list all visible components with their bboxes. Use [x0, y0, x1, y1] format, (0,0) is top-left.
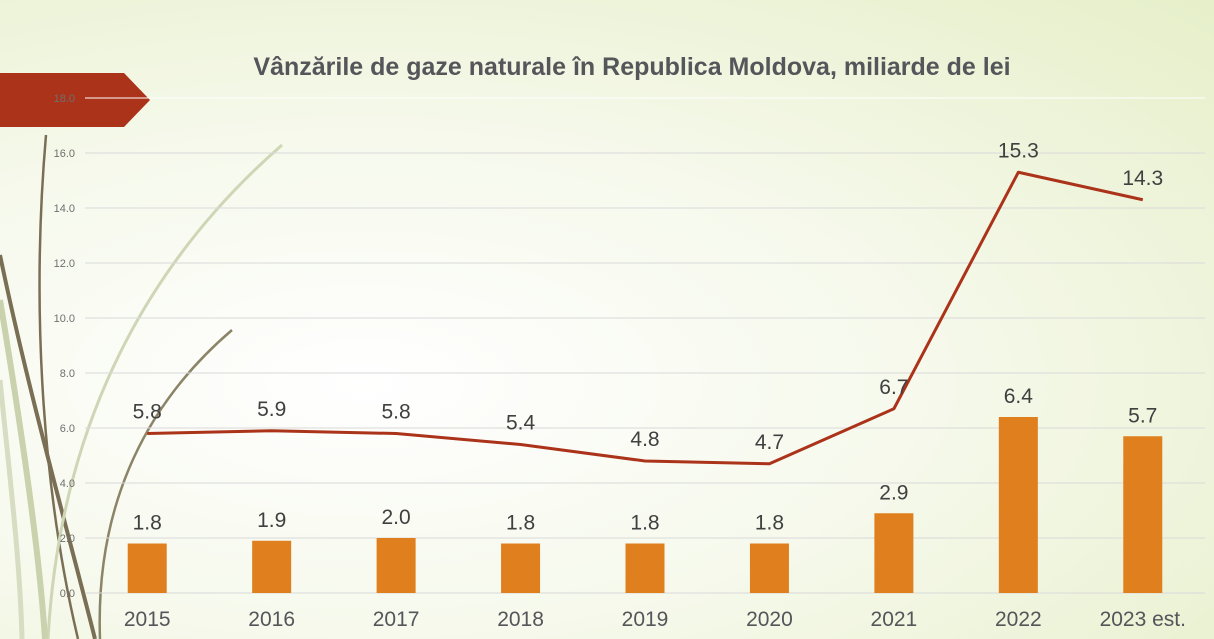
x-tick-label: 2020 — [746, 608, 793, 631]
line-value-label: 5.8 — [382, 401, 411, 424]
bar — [998, 417, 1038, 593]
bar — [252, 540, 292, 593]
line-path — [147, 170, 1144, 466]
bar — [501, 543, 541, 593]
bar — [127, 543, 167, 593]
x-tick-label: 2016 — [248, 608, 295, 631]
x-tick-label: 2022 — [995, 608, 1042, 631]
swoosh-light-2 — [0, 299, 48, 639]
line-value-label: 14.3 — [1122, 167, 1163, 190]
bar-value-label: 5.7 — [1128, 404, 1157, 427]
swoosh-light-3 — [0, 379, 25, 639]
data-labels: 1.8 1.9 2.0 1.8 1.8 1.8 2.9 6.4 5.7 5.8 5.9 5.8 5.4 4… — [133, 139, 1164, 534]
bar-value-label: 1.8 — [630, 512, 659, 535]
bar-value-label: 6.4 — [1004, 385, 1034, 408]
bar — [749, 543, 789, 593]
line-value-label: 5.8 — [133, 401, 162, 424]
line-value-label: 5.4 — [506, 412, 536, 435]
y-tick-label: 18.0 — [54, 93, 75, 105]
x-tick-label: 2023 est. — [1100, 608, 1186, 631]
ribbon-arrow — [0, 73, 150, 127]
x-tick-label: 2019 — [622, 608, 669, 631]
line-value-label: 15.3 — [998, 139, 1039, 162]
y-tick-label: 12.0 — [54, 258, 75, 270]
bar-value-label: 1.9 — [257, 509, 286, 532]
x-tick-label: 2018 — [497, 608, 544, 631]
y-tick-label: 14.0 — [54, 203, 75, 215]
bar-value-label: 1.8 — [755, 512, 784, 535]
y-tick-label: 16.0 — [54, 148, 75, 160]
line-value-label: 4.8 — [630, 428, 659, 451]
line-value-label: 5.9 — [257, 398, 286, 421]
y-tick-label: 2.0 — [60, 533, 75, 545]
y-tick-label: 4.0 — [60, 478, 75, 490]
bar — [625, 543, 665, 593]
bar-value-label: 1.8 — [133, 512, 162, 535]
line-value-label: 6.7 — [879, 376, 908, 399]
bar — [1123, 436, 1163, 593]
y-tick-label: 0.0 — [60, 588, 75, 600]
line-value-label: 4.7 — [755, 431, 784, 454]
y-tick-label: 10.0 — [54, 313, 75, 325]
x-tick-label: 2015 — [124, 608, 171, 631]
x-tick-label: 2021 — [871, 608, 918, 631]
chart-title: Vânzările de gaze naturale în Republica … — [253, 53, 1010, 81]
bar-value-label: 2.9 — [879, 481, 908, 504]
x-tick-label: 2017 — [373, 608, 420, 631]
x-axis-ticks: 2015 2016 2017 2018 2019 2020 2021 2022 2023 est… — [124, 608, 1186, 631]
swoosh-light-1 — [46, 143, 283, 639]
y-tick-label: 8.0 — [60, 368, 75, 380]
bar-series — [127, 417, 1163, 593]
bar — [376, 538, 416, 593]
bar-value-label: 1.8 — [506, 512, 535, 535]
decorative-swooshes — [0, 134, 283, 639]
bar-value-label: 2.0 — [382, 506, 411, 529]
swoosh-olive — [98, 329, 233, 639]
y-axis-ticks: 0.0 2.0 4.0 6.0 8.0 10.0 12.0 14.0 16.0 18.0 — [54, 93, 75, 600]
swoosh-dark-2 — [38, 134, 80, 639]
y-tick-label: 6.0 — [60, 423, 75, 435]
line-series — [147, 170, 1144, 466]
bar — [874, 513, 914, 593]
